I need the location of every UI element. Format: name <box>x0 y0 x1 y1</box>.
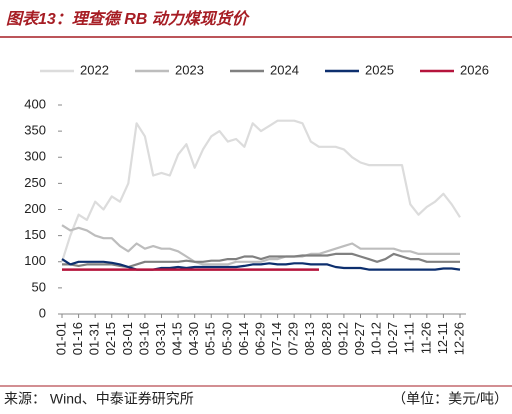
x-tick-label: 01-31 <box>87 322 102 355</box>
x-tick-label: 09-27 <box>352 322 367 355</box>
legend-label: 2022 <box>80 62 109 77</box>
legend-label: 2024 <box>270 62 299 77</box>
x-tick-label: 10-27 <box>385 322 400 355</box>
y-tick-label: 350 <box>24 123 46 138</box>
legend-label: 2026 <box>460 62 489 77</box>
x-tick-label: 12-11 <box>435 322 450 354</box>
series-line <box>61 258 461 271</box>
x-tick-label: 03-31 <box>153 322 168 355</box>
x-tick-label: 03-16 <box>136 322 151 355</box>
x-tick-label: 11-11 <box>402 322 417 353</box>
series-line <box>61 224 460 266</box>
chart-title: 图表13：理查德 RB 动力煤现货价 <box>6 10 251 28</box>
x-tick-label: 02-15 <box>103 322 118 355</box>
series-line <box>60 119 461 263</box>
y-tick-label: 100 <box>24 253 46 268</box>
unit-note: （单位：美元/吨） <box>392 391 508 407</box>
x-tick-label: 01-16 <box>70 322 85 355</box>
source: 来源： Wind、中泰证券研究所 <box>4 391 194 407</box>
x-tick-label: 07-29 <box>286 322 301 355</box>
x-tick-label: 12-26 <box>451 322 466 355</box>
x-tick-label: 09-12 <box>335 322 350 355</box>
x-tick-label: 10-12 <box>369 322 384 355</box>
y-tick-label: 200 <box>24 201 46 216</box>
x-tick-label: 04-30 <box>186 322 201 355</box>
x-tick-label: 11-26 <box>418 322 433 354</box>
y-tick-label: 250 <box>24 175 46 190</box>
x-tick-label: 07-14 <box>269 322 284 355</box>
x-tick-label: 05-15 <box>203 322 218 355</box>
x-tick-label: 08-28 <box>319 322 334 355</box>
y-tick-label: 50 <box>32 279 46 294</box>
y-tick-label: 150 <box>24 227 46 242</box>
y-tick-label: 400 <box>24 96 46 111</box>
x-tick-label: 06-14 <box>236 322 251 355</box>
x-tick-label: 06-29 <box>252 322 267 355</box>
x-tick-label: 05-30 <box>219 322 234 355</box>
x-tick-label: 08-13 <box>302 322 317 355</box>
y-tick-label: 300 <box>24 149 46 164</box>
legend-label: 2025 <box>365 62 394 77</box>
x-tick-label: 04-15 <box>170 322 185 355</box>
y-tick-label: 0 <box>39 305 46 320</box>
x-tick-label: 03-01 <box>120 322 135 355</box>
x-tick-label: 01-01 <box>53 322 68 355</box>
legend-label: 2023 <box>175 62 204 77</box>
